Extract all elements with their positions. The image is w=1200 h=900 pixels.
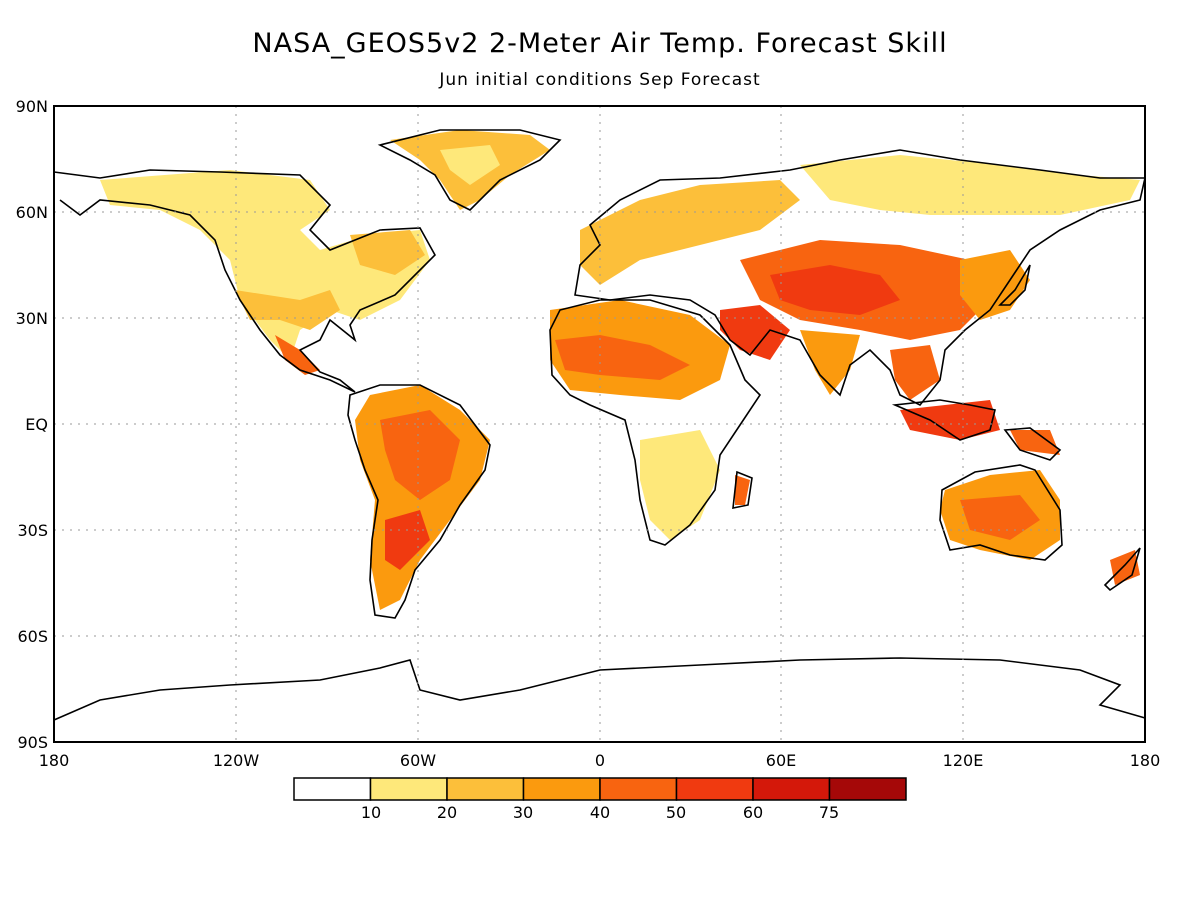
coast-australia (939, 464, 1063, 561)
shade-tibet (770, 265, 900, 315)
coast-eurasia (574, 149, 1147, 407)
colorbar-swatch (675, 777, 754, 801)
map-frame (53, 105, 1146, 743)
colorbar-swatch (599, 777, 678, 801)
lat-tick-label: EQ (25, 415, 48, 434)
colorbar-label: 60 (743, 803, 763, 822)
shade-sa-south (385, 510, 430, 570)
shade-europe (580, 180, 800, 285)
shade-new-zealand (1110, 550, 1140, 585)
shade-us-south (235, 290, 340, 330)
gridlines (54, 106, 1145, 742)
shade-siberia (800, 155, 1140, 215)
map-title: NASA_GEOS5v2 2-Meter Air Temp. Forecast … (252, 28, 948, 59)
lat-tick-label: 30N (16, 309, 48, 328)
coast-madagascar (732, 470, 753, 509)
lon-tick-label: 60E (766, 751, 796, 770)
lon-axis: 180 120W 60W 0 60E 120E 180 (39, 751, 1161, 770)
lon-tick-label: 60W (400, 751, 436, 770)
colorbar-label: 10 (361, 803, 381, 822)
coast-africa (549, 299, 762, 546)
shade-north-america (100, 170, 430, 360)
lat-tick-label: 90S (17, 733, 48, 752)
skill-shading (100, 130, 1140, 610)
shade-australia-core (960, 495, 1040, 540)
lat-tick-label: 60S (17, 627, 48, 646)
colorbar-swatch (522, 777, 601, 801)
shade-greenland-inner (440, 145, 500, 185)
map-subtitle: Jun initial conditions Sep Forecast (439, 70, 761, 90)
coast-png (1003, 427, 1062, 461)
lat-tick-label: 30S (17, 521, 48, 540)
shade-africa-south (640, 430, 720, 540)
coast-new-zealand (1103, 547, 1141, 592)
coast-japan (998, 264, 1031, 306)
lon-tick-label: 120E (943, 751, 984, 770)
lat-axis: 90N 60N 30N EQ 30S 60S 90S (16, 97, 48, 752)
lon-tick-label: 120W (213, 751, 260, 770)
map-plot-area (53, 105, 1147, 743)
colorbar-boxes (293, 777, 907, 801)
colorbar-label: 40 (590, 803, 610, 822)
colorbar-swatch (293, 777, 372, 801)
shade-mexico (275, 335, 320, 375)
colorbar-label: 75 (819, 803, 839, 822)
coast-south-america (347, 384, 491, 619)
shade-madagascar (735, 475, 750, 505)
colorbar-swatch (828, 777, 907, 801)
coast-indonesia (891, 399, 996, 441)
colorbar-swatch (752, 777, 831, 801)
shade-se-asia (890, 345, 940, 400)
shade-sa-core (380, 410, 460, 500)
colorbar-label: 30 (513, 803, 533, 822)
shade-india (800, 330, 860, 395)
lon-tick-label: 180 (1130, 751, 1161, 770)
colorbar: 10 20 30 40 50 60 75 (293, 777, 907, 822)
shade-sahel (555, 335, 690, 380)
lon-tick-label: 180 (39, 751, 70, 770)
shade-canada-east (350, 230, 425, 275)
colorbar-swatch (369, 777, 448, 801)
lon-tick-label: 0 (595, 751, 605, 770)
shade-indonesia (900, 400, 1000, 440)
coast-greenland (377, 129, 562, 211)
coast-antarctica (53, 657, 1146, 721)
coastlines (53, 129, 1147, 721)
colorbar-label: 50 (666, 803, 686, 822)
colorbar-swatch (446, 777, 525, 801)
colorbar-label: 20 (437, 803, 457, 822)
coast-north-america (53, 169, 436, 393)
lat-tick-label: 90N (16, 97, 48, 116)
shade-png (1010, 430, 1060, 455)
lat-tick-label: 60N (16, 203, 48, 222)
